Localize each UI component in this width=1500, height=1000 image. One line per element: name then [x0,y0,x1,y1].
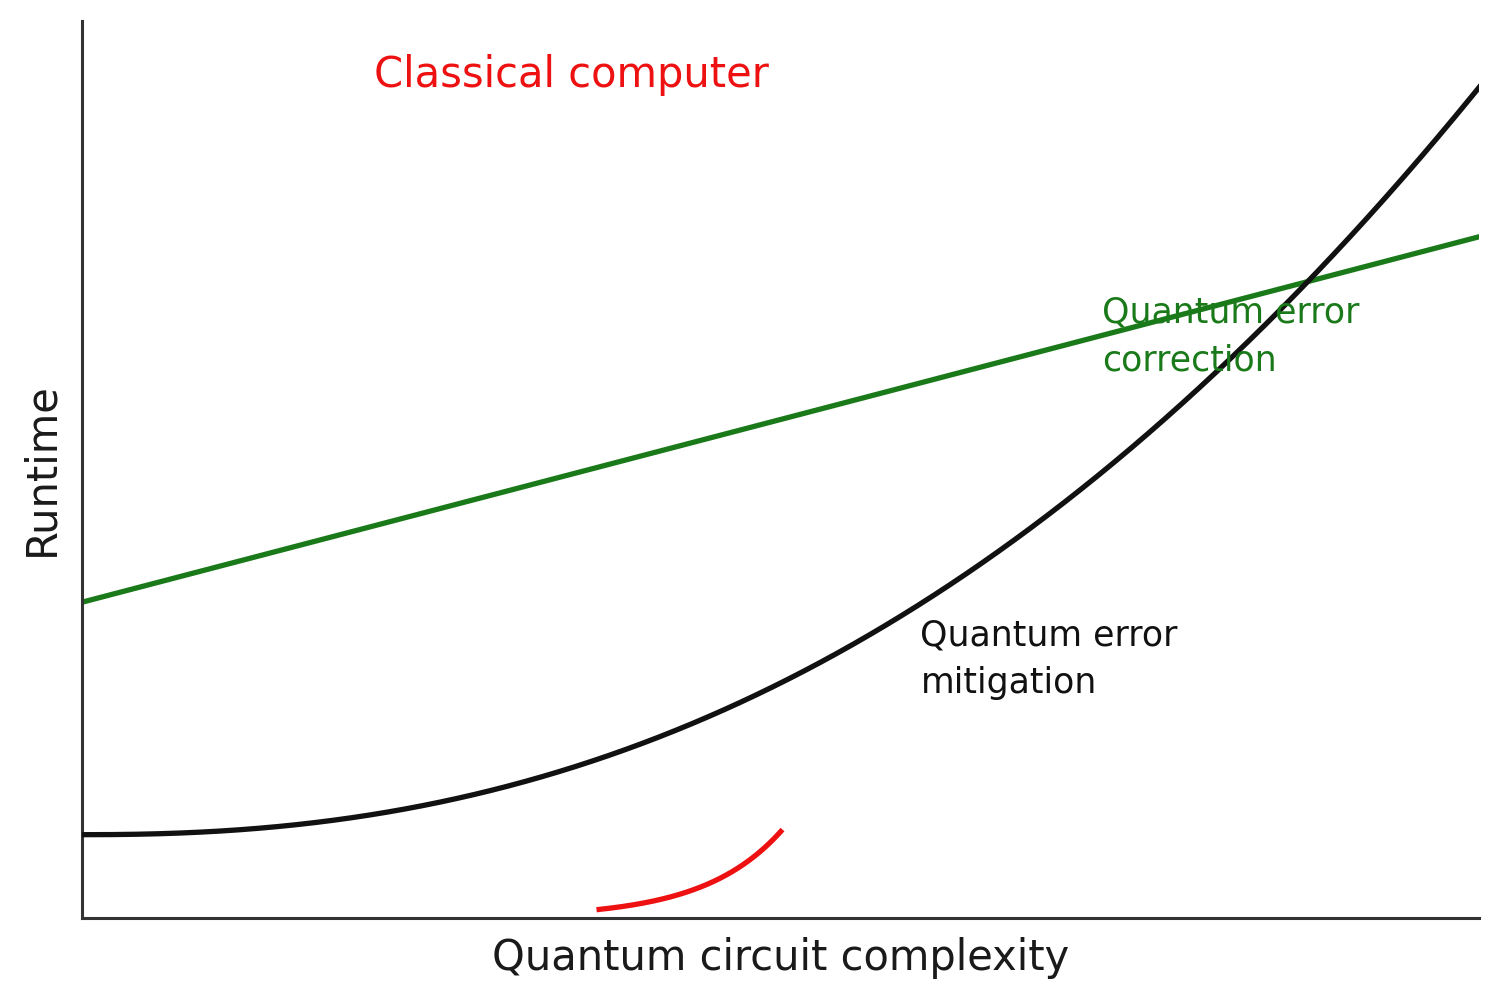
X-axis label: Quantum circuit complexity: Quantum circuit complexity [492,937,1070,979]
Text: Classical computer: Classical computer [374,54,768,96]
Text: Quantum error
mitigation: Quantum error mitigation [921,619,1178,700]
Text: Quantum error
correction: Quantum error correction [1102,296,1359,377]
Y-axis label: Runtime: Runtime [21,382,63,556]
